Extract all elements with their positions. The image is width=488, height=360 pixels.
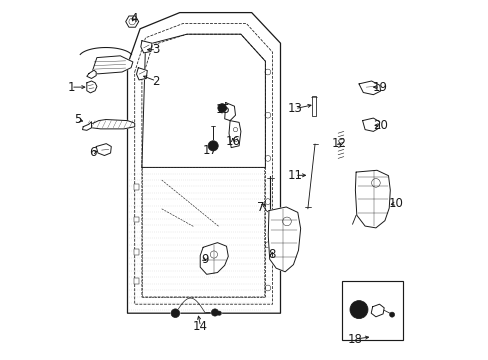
Circle shape: [349, 301, 367, 319]
Text: 12: 12: [331, 137, 346, 150]
Text: 17: 17: [203, 144, 217, 157]
Text: 10: 10: [387, 197, 402, 210]
Circle shape: [217, 311, 221, 315]
Polygon shape: [96, 144, 111, 156]
Polygon shape: [87, 81, 97, 93]
Circle shape: [218, 104, 226, 112]
Polygon shape: [83, 120, 134, 129]
Text: 4: 4: [130, 12, 138, 24]
Text: 15: 15: [215, 103, 230, 116]
Polygon shape: [224, 103, 235, 121]
Polygon shape: [91, 56, 133, 74]
Text: 3: 3: [152, 43, 160, 56]
Circle shape: [211, 309, 218, 316]
Bar: [311, 96, 315, 116]
Text: 6: 6: [89, 146, 96, 159]
Text: 14: 14: [193, 320, 208, 333]
Polygon shape: [125, 16, 139, 27]
Circle shape: [218, 104, 226, 112]
Text: 20: 20: [372, 119, 387, 132]
Circle shape: [171, 309, 179, 318]
Polygon shape: [82, 122, 91, 130]
Bar: [133, 278, 139, 284]
Polygon shape: [355, 170, 389, 228]
Text: 13: 13: [287, 102, 302, 115]
Text: 16: 16: [225, 135, 240, 148]
Circle shape: [173, 311, 177, 315]
Circle shape: [208, 141, 218, 151]
Text: 7: 7: [256, 201, 264, 213]
Polygon shape: [136, 68, 147, 80]
Text: 9: 9: [201, 253, 208, 266]
Bar: [133, 249, 139, 255]
Bar: [341, 281, 402, 340]
Text: 19: 19: [372, 81, 387, 94]
Polygon shape: [362, 118, 379, 131]
Circle shape: [171, 309, 179, 318]
Bar: [133, 184, 139, 190]
Text: 18: 18: [347, 333, 362, 346]
Bar: [133, 217, 139, 222]
Polygon shape: [87, 70, 96, 78]
Text: 11: 11: [287, 169, 302, 182]
Text: 2: 2: [152, 75, 160, 87]
Circle shape: [389, 312, 394, 317]
Circle shape: [217, 311, 221, 315]
Text: 8: 8: [267, 248, 275, 261]
Circle shape: [173, 311, 177, 315]
Polygon shape: [268, 207, 300, 272]
Polygon shape: [200, 243, 228, 274]
Polygon shape: [228, 121, 241, 148]
Circle shape: [349, 301, 367, 319]
Text: 1: 1: [67, 81, 75, 94]
Circle shape: [211, 309, 218, 316]
Polygon shape: [358, 81, 380, 95]
Text: 5: 5: [74, 113, 81, 126]
Polygon shape: [370, 304, 384, 317]
Circle shape: [389, 312, 394, 317]
Polygon shape: [141, 41, 152, 53]
Circle shape: [208, 141, 218, 151]
